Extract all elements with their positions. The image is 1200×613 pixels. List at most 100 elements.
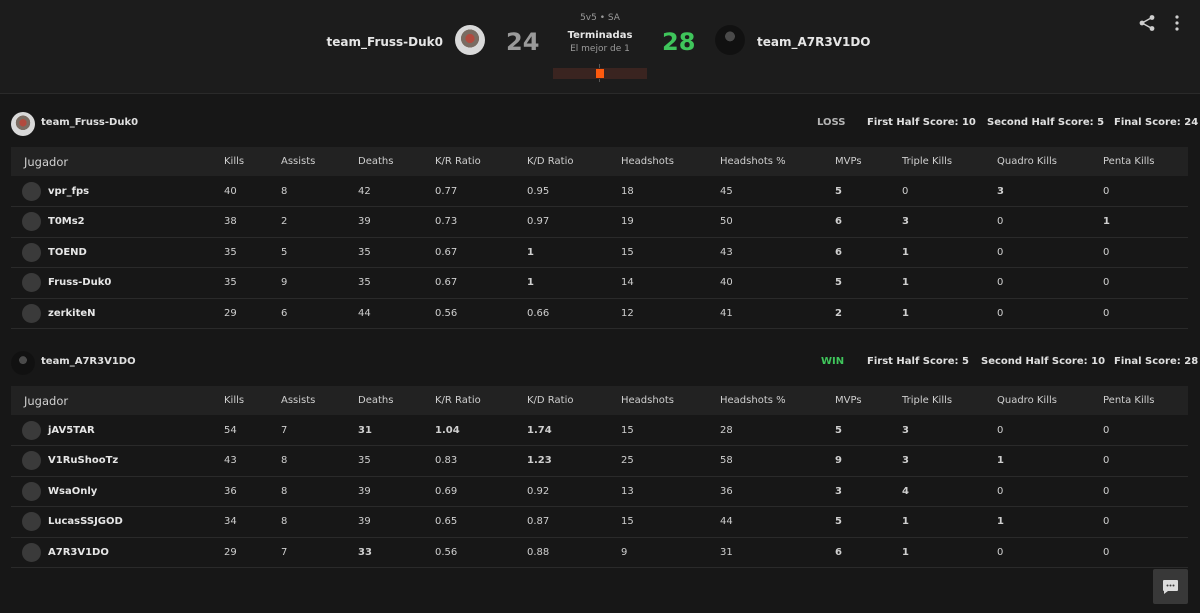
column-header[interactable]: Kills: [224, 395, 245, 406]
table-row[interactable]: TOEND 35 5 35 0.67 1 15 43 6 1 0 0: [11, 237, 1188, 268]
team-avatar[interactable]: [11, 112, 35, 136]
stat-cell: 1: [1103, 216, 1110, 228]
column-header[interactable]: Headshots %: [720, 395, 786, 406]
player-avatar[interactable]: [22, 481, 41, 501]
stat-cell: 34: [224, 516, 237, 528]
table-row[interactable]: T0Ms2 38 2 39 0.73 0.97 19 50 6 3 0 1: [11, 207, 1188, 238]
column-header[interactable]: K/D Ratio: [527, 156, 574, 167]
column-header[interactable]: MVPs: [835, 156, 862, 167]
column-header[interactable]: Penta Kills: [1103, 156, 1155, 167]
first-half-score: First Half Score: 10: [867, 117, 976, 128]
column-header[interactable]: Penta Kills: [1103, 395, 1155, 406]
table-row[interactable]: zerkiteN 29 6 44 0.56 0.66 12 41 2 1 0 0: [11, 298, 1188, 329]
column-header[interactable]: K/R Ratio: [435, 395, 481, 406]
column-header[interactable]: Jugador: [24, 154, 69, 169]
column-header[interactable]: Deaths: [358, 156, 394, 167]
player-name[interactable]: T0Ms2: [48, 216, 85, 228]
column-header[interactable]: Quadro Kills: [997, 395, 1057, 406]
player-name[interactable]: Fruss-Duk0: [48, 277, 112, 289]
stat-cell: 0: [997, 307, 1004, 319]
stat-cell: 0.95: [527, 185, 550, 197]
table-row[interactable]: WsaOnly 36 8 39 0.69 0.92 13 36 3 4 0 0: [11, 476, 1188, 507]
player-cell[interactable]: jAV5TAR: [11, 415, 224, 446]
table-row[interactable]: LucasSSJGOD 34 8 39 0.65 0.87 15 44 5 1 1 0: [11, 507, 1188, 538]
stat-cell: 35: [358, 455, 371, 467]
stat-cell: 0: [1103, 546, 1110, 558]
player-cell[interactable]: zerkiteN: [11, 298, 224, 329]
team-left-name[interactable]: team_Fruss-Duk0: [326, 35, 443, 49]
table-row[interactable]: A7R3V1DO 29 7 33 0.56 0.88 9 31 6 1 0 0: [11, 537, 1188, 568]
stat-cell: 6: [835, 546, 842, 558]
player-avatar[interactable]: [22, 242, 41, 262]
stat-cell: 0.67: [435, 277, 458, 289]
player-name[interactable]: vpr_fps: [48, 185, 90, 197]
stat-cell: 5: [835, 277, 842, 289]
column-header[interactable]: Headshots: [621, 156, 674, 167]
more-vertical-icon[interactable]: [1172, 14, 1182, 32]
player-name[interactable]: WsaOnly: [48, 485, 98, 497]
team-right-name[interactable]: team_A7R3V1DO: [757, 35, 871, 49]
player-avatar[interactable]: [22, 273, 41, 293]
player-cell[interactable]: T0Ms2: [11, 207, 224, 238]
chat-button[interactable]: [1153, 569, 1188, 604]
player-cell[interactable]: TOEND: [11, 237, 224, 268]
table-row[interactable]: vpr_fps 40 8 42 0.77 0.95 18 45 5 0 3 0: [11, 176, 1188, 207]
player-avatar[interactable]: [22, 542, 41, 562]
player-cell[interactable]: LucasSSJGOD: [11, 507, 224, 538]
match-result-badge: WIN: [821, 356, 845, 367]
column-header[interactable]: Triple Kills: [902, 395, 953, 406]
player-name[interactable]: TOEND: [48, 246, 87, 258]
team-name[interactable]: team_A7R3V1DO: [41, 356, 136, 367]
stat-cell: 0.97: [527, 216, 550, 228]
column-header[interactable]: MVPs: [835, 395, 862, 406]
team-avatar[interactable]: [11, 351, 35, 375]
column-header[interactable]: Triple Kills: [902, 156, 953, 167]
player-avatar[interactable]: [22, 212, 41, 232]
first-half-score: First Half Score: 5: [867, 356, 969, 367]
match-header: team_Fruss-Duk0 24 5v5 • SA Terminadas E…: [0, 0, 1200, 94]
column-header[interactable]: Headshots: [621, 395, 674, 406]
stat-cell: 1.04: [435, 424, 460, 436]
column-header[interactable]: Headshots %: [720, 156, 786, 167]
player-cell[interactable]: Fruss-Duk0: [11, 268, 224, 299]
stat-cell: 35: [358, 277, 371, 289]
player-name[interactable]: zerkiteN: [48, 307, 96, 319]
team-name[interactable]: team_Fruss-Duk0: [41, 117, 139, 128]
player-cell[interactable]: A7R3V1DO: [11, 537, 224, 568]
player-cell[interactable]: V1RuShooTz: [11, 446, 224, 477]
player-avatar[interactable]: [22, 451, 41, 471]
stat-cell: 0.66: [527, 307, 550, 319]
player-avatar[interactable]: [22, 420, 41, 440]
stat-cell: 0.87: [527, 516, 550, 528]
column-header[interactable]: Assists: [281, 156, 316, 167]
player-avatar[interactable]: [22, 512, 41, 532]
player-name[interactable]: jAV5TAR: [48, 424, 95, 436]
scoreboard-table: Jugador Kills Assists Deaths K/R Ratio K/D Ra…: [11, 386, 1188, 568]
table-row[interactable]: jAV5TAR 54 7 31 1.04 1.74 15 28 5 3 0 0: [11, 415, 1188, 446]
column-header[interactable]: K/R Ratio: [435, 156, 481, 167]
stat-cell: 5: [281, 246, 288, 258]
player-avatar[interactable]: [22, 303, 41, 323]
column-header[interactable]: Assists: [281, 395, 316, 406]
stat-cell: 8: [281, 185, 288, 197]
stat-cell: 39: [358, 516, 371, 528]
player-avatar[interactable]: [22, 181, 41, 201]
stat-cell: 0: [1103, 246, 1110, 258]
share-icon[interactable]: [1138, 14, 1156, 32]
player-cell[interactable]: WsaOnly: [11, 476, 224, 507]
stat-cell: 0.69: [435, 485, 458, 497]
player-name[interactable]: A7R3V1DO: [48, 546, 109, 558]
column-header[interactable]: K/D Ratio: [527, 395, 574, 406]
player-name[interactable]: LucasSSJGOD: [48, 516, 123, 528]
stat-cell: 1: [902, 516, 909, 528]
column-header[interactable]: Deaths: [358, 395, 394, 406]
table-row[interactable]: Fruss-Duk0 35 9 35 0.67 1 14 40 5 1 0 0: [11, 268, 1188, 299]
table-row[interactable]: V1RuShooTz 43 8 35 0.83 1.23 25 58 9 3 1 0: [11, 446, 1188, 477]
column-header[interactable]: Quadro Kills: [997, 156, 1057, 167]
player-name[interactable]: V1RuShooTz: [48, 455, 119, 467]
column-header[interactable]: Jugador: [24, 393, 69, 408]
team-left-avatar[interactable]: [455, 25, 485, 55]
player-cell[interactable]: vpr_fps: [11, 176, 224, 207]
team-right-avatar[interactable]: [715, 25, 745, 55]
column-header[interactable]: Kills: [224, 156, 245, 167]
